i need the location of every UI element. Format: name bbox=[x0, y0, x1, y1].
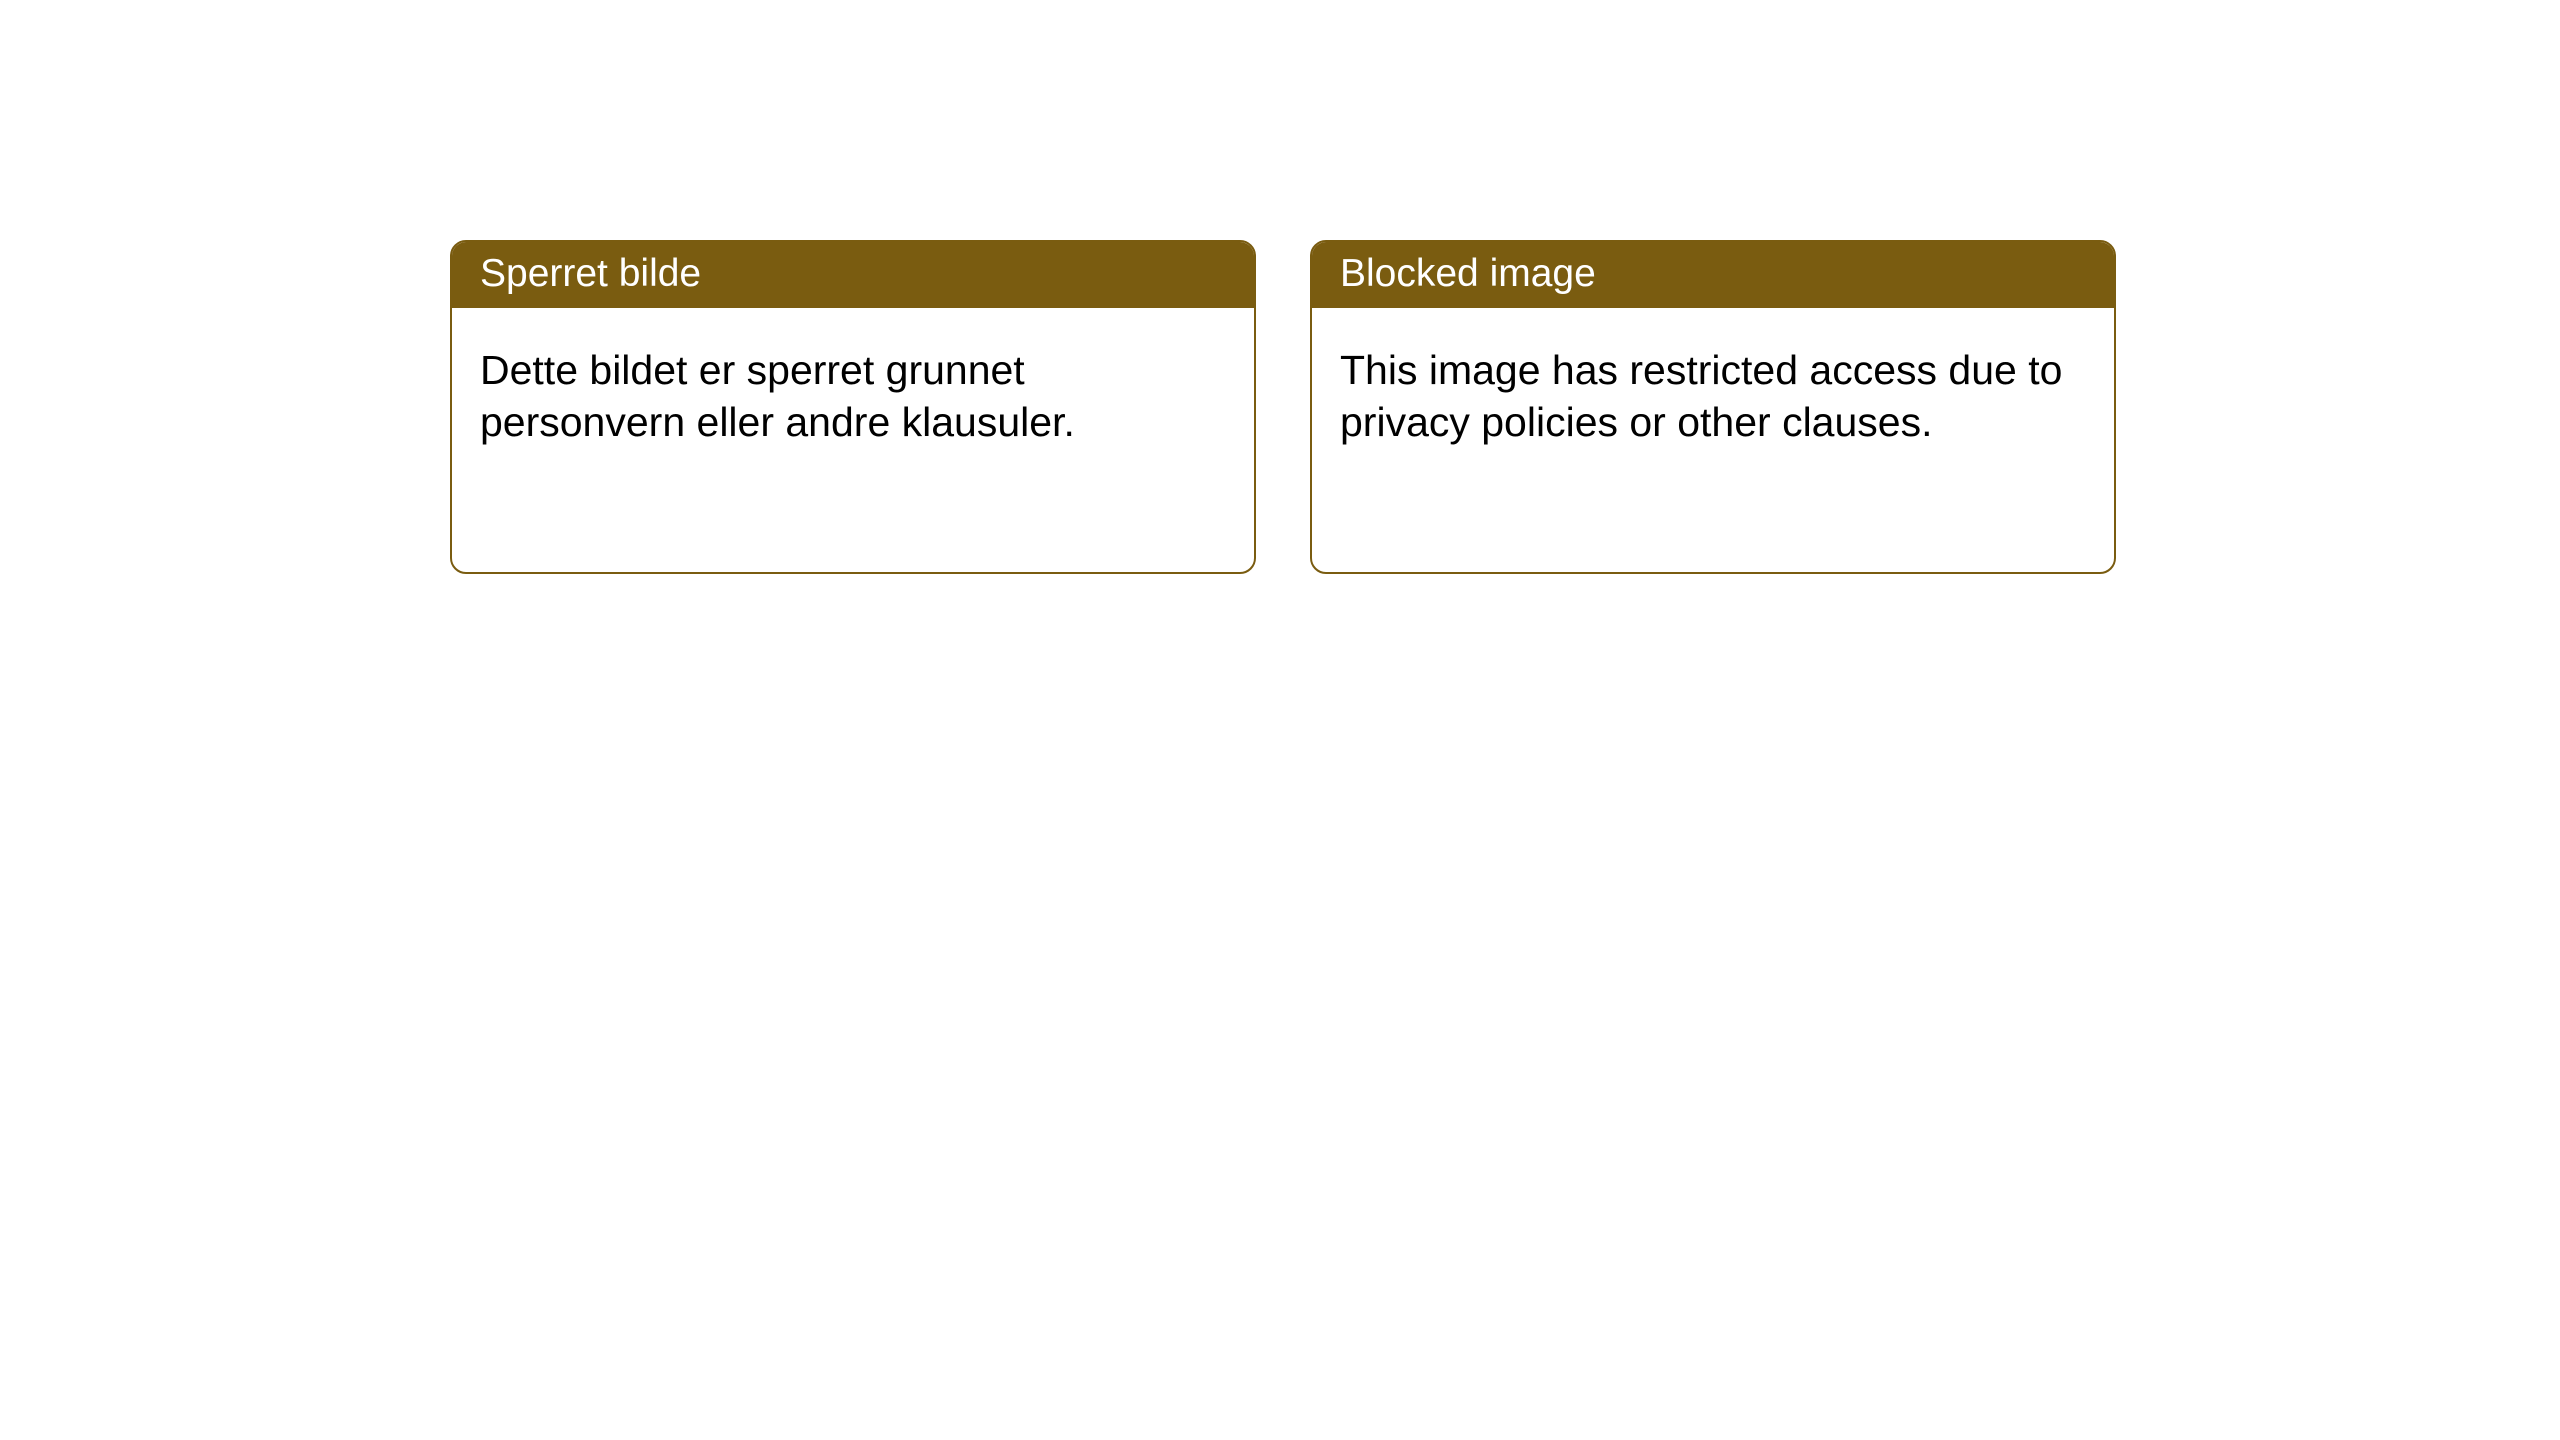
card-header: Sperret bilde bbox=[452, 242, 1254, 308]
card-body: This image has restricted access due to … bbox=[1312, 308, 2114, 477]
notice-cards-container: Sperret bilde Dette bildet er sperret gr… bbox=[450, 240, 2560, 574]
card-header: Blocked image bbox=[1312, 242, 2114, 308]
card-body: Dette bildet er sperret grunnet personve… bbox=[452, 308, 1254, 477]
notice-card-english: Blocked image This image has restricted … bbox=[1310, 240, 2116, 574]
notice-card-norwegian: Sperret bilde Dette bildet er sperret gr… bbox=[450, 240, 1256, 574]
